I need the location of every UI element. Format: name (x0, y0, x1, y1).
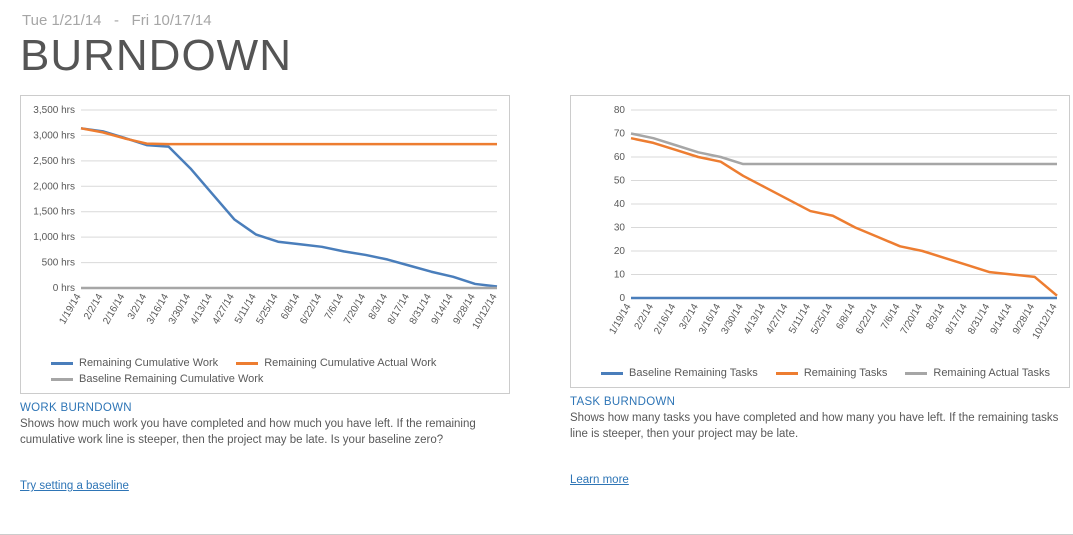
svg-text:2,000 hrs: 2,000 hrs (33, 181, 75, 192)
svg-text:3/2/14: 3/2/14 (677, 302, 701, 332)
svg-text:60: 60 (614, 152, 626, 163)
work-desc-block: WORK BURNDOWN Shows how much work you ha… (20, 402, 510, 494)
legend-label: Remaining Tasks (804, 367, 888, 379)
date-range: Tue 1/21/14 - Fri 10/17/14 (22, 12, 1053, 29)
date-sep: - (114, 12, 119, 29)
svg-text:3,500 hrs: 3,500 hrs (33, 105, 75, 116)
work-column: 0 hrs 500 hrs 1,000 hrs 1,500 hrs 2,000 hrs 2… (20, 95, 510, 494)
svg-text:7/6/14: 7/6/14 (879, 302, 903, 332)
svg-text:10: 10 (614, 270, 626, 281)
svg-text:8/3/14: 8/3/14 (924, 302, 948, 332)
work-desc-link[interactable]: Try setting a baseline (20, 480, 129, 492)
svg-text:30: 30 (614, 223, 626, 234)
legend-swatch (51, 378, 73, 381)
svg-text:20: 20 (614, 246, 626, 257)
task-desc-block: TASK BURNDOWN Shows how many tasks you h… (570, 396, 1070, 488)
svg-text:1/19/14: 1/19/14 (57, 292, 83, 327)
svg-text:3/2/14: 3/2/14 (126, 292, 150, 322)
work-desc-title: WORK BURNDOWN (20, 402, 510, 414)
work-burndown-chart: 0 hrs 500 hrs 1,000 hrs 1,500 hrs 2,000 hrs 2… (27, 104, 503, 346)
work-desc-text: Shows how much work you have completed a… (20, 417, 510, 448)
svg-text:0 hrs: 0 hrs (53, 283, 75, 294)
legend-item: Baseline Remaining Tasks (601, 367, 758, 379)
svg-text:2,500 hrs: 2,500 hrs (33, 156, 75, 167)
svg-text:80: 80 (614, 105, 626, 116)
svg-text:1/19/14: 1/19/14 (607, 302, 633, 337)
svg-text:2/16/14: 2/16/14 (652, 302, 678, 337)
task-burndown-chart: 010203040506070801/19/142/2/142/16/143/2… (577, 104, 1063, 356)
page-title: BURNDOWN (20, 31, 1053, 81)
svg-text:7/20/14: 7/20/14 (899, 302, 925, 337)
legend-item: Remaining Cumulative Actual Work (236, 357, 436, 369)
svg-text:6/22/14: 6/22/14 (298, 292, 324, 327)
svg-text:5/25/14: 5/25/14 (254, 292, 280, 327)
svg-text:6/22/14: 6/22/14 (854, 302, 880, 337)
svg-text:3,000 hrs: 3,000 hrs (33, 130, 75, 141)
work-chart-panel: 0 hrs 500 hrs 1,000 hrs 1,500 hrs 2,000 hrs 2… (20, 95, 510, 394)
task-column: 010203040506070801/19/142/2/142/16/143/2… (570, 95, 1070, 494)
legend-swatch (905, 372, 927, 375)
svg-text:1,000 hrs: 1,000 hrs (33, 232, 75, 243)
svg-text:7/6/14: 7/6/14 (323, 292, 347, 322)
svg-text:6/8/14: 6/8/14 (279, 292, 303, 322)
date-end: Fri 10/17/14 (132, 12, 212, 29)
legend-item: Remaining Cumulative Work (51, 357, 218, 369)
task-desc-link[interactable]: Learn more (570, 474, 629, 486)
svg-text:6/8/14: 6/8/14 (834, 302, 858, 332)
work-chart-legend: Remaining Cumulative Work Remaining Cumul… (27, 357, 503, 385)
legend-swatch (236, 362, 258, 365)
date-start: Tue 1/21/14 (22, 12, 102, 29)
legend-item: Remaining Tasks (776, 367, 888, 379)
legend-swatch (776, 372, 798, 375)
charts-row: 0 hrs 500 hrs 1,000 hrs 1,500 hrs 2,000 hrs 2… (20, 95, 1053, 494)
task-chart-panel: 010203040506070801/19/142/2/142/16/143/2… (570, 95, 1070, 388)
svg-text:70: 70 (614, 129, 626, 140)
legend-swatch (601, 372, 623, 375)
svg-text:2/16/14: 2/16/14 (101, 292, 127, 327)
task-desc-title: TASK BURNDOWN (570, 396, 1070, 408)
legend-label: Remaining Actual Tasks (933, 367, 1050, 379)
legend-label: Baseline Remaining Tasks (629, 367, 758, 379)
legend-label: Remaining Cumulative Actual Work (264, 357, 436, 369)
task-desc-text: Shows how many tasks you have completed … (570, 411, 1070, 442)
svg-text:7/20/14: 7/20/14 (342, 292, 368, 327)
svg-text:50: 50 (614, 176, 626, 187)
svg-text:500 hrs: 500 hrs (42, 258, 75, 269)
legend-swatch (51, 362, 73, 365)
svg-text:2/2/14: 2/2/14 (633, 302, 657, 332)
svg-text:1,500 hrs: 1,500 hrs (33, 207, 75, 218)
legend-item: Remaining Actual Tasks (905, 367, 1050, 379)
svg-text:40: 40 (614, 199, 626, 210)
legend-label: Remaining Cumulative Work (79, 357, 218, 369)
svg-text:2/2/14: 2/2/14 (82, 292, 106, 322)
legend-item: Baseline Remaining Cumulative Work (51, 373, 263, 385)
task-chart-legend: Baseline Remaining Tasks Remaining Tasks R… (577, 367, 1063, 379)
svg-text:5/25/14: 5/25/14 (809, 302, 835, 337)
svg-text:8/3/14: 8/3/14 (367, 292, 391, 322)
legend-label: Baseline Remaining Cumulative Work (79, 373, 263, 385)
